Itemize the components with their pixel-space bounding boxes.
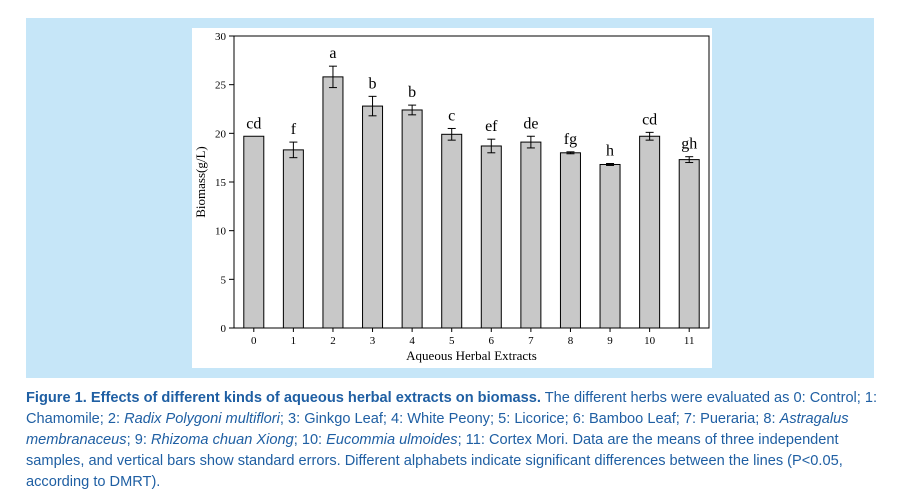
bar	[282, 149, 304, 329]
significance-letter: a	[329, 45, 336, 62]
bar	[480, 145, 502, 329]
significance-letter: b	[408, 84, 416, 101]
caption-species-name: Astragalus membranaceus	[26, 411, 849, 448]
y-tick-label: 25	[215, 80, 227, 92]
significance-letter: fg	[564, 131, 577, 148]
significance-letter: cd	[246, 115, 261, 132]
chart-area: 0 5 10 15 20 25 30 Biomass(g/L) 0 1 2 3 4 5 6 7 8 9 10 11 Aq…	[192, 28, 712, 368]
bar	[559, 152, 581, 329]
significance-letter: de	[523, 115, 538, 132]
caption-text: ; 11: Cortex Mori. Data are the means of…	[26, 432, 843, 490]
y-tick-label: 20	[215, 128, 227, 140]
y-axis-label: Biomass(g/L)	[193, 146, 208, 218]
caption-species-name: Rhizoma chuan Xiong	[150, 432, 294, 448]
x-tick-label: 0	[251, 335, 257, 347]
bar-chart: 0 5 10 15 20 25 30 Biomass(g/L) 0 1 2 3 4 5 6 7 8 9 10 11 Aq…	[193, 31, 710, 363]
y-tick-label: 0	[221, 323, 227, 335]
y-tick-label: 5	[221, 274, 227, 286]
x-tick-label: 10	[644, 335, 656, 347]
x-tick-label: 3	[370, 335, 376, 347]
caption-text: The different herbs were evaluated as 0:…	[26, 390, 878, 427]
x-tick-label: 7	[528, 335, 534, 347]
bar	[678, 159, 700, 329]
caption-text: ; 9:	[126, 432, 151, 448]
significance-letter: f	[291, 121, 297, 138]
x-axis-label: Aqueous Herbal Extracts	[406, 348, 537, 363]
caption-body: The different herbs were evaluated as 0:…	[26, 390, 877, 490]
caption-species-name: Radix Polygoni multiflori	[124, 411, 280, 427]
caption-title: Figure 1. Effects of different kinds of …	[26, 390, 541, 406]
caption-species-name: Eucommia ulmoides	[326, 432, 458, 448]
y-tick-label: 10	[215, 226, 227, 238]
bar	[243, 135, 265, 329]
x-tick-label: 8	[568, 335, 574, 347]
x-tick-label: 4	[409, 335, 415, 347]
bar	[441, 133, 463, 329]
caption-text: ; 3: Ginkgo Leaf; 4: White Peony; 5: Lic…	[279, 411, 780, 427]
significance-letter: b	[369, 75, 377, 92]
bar	[599, 163, 621, 329]
figure-caption: Figure 1. Effects of different kinds of …	[26, 388, 878, 493]
plot-frame	[233, 35, 710, 329]
significance-letter: ef	[485, 118, 498, 135]
x-tick-label: 2	[330, 335, 336, 347]
y-tick-label: 15	[215, 177, 227, 189]
x-tick-label: 5	[449, 335, 455, 347]
bar	[639, 135, 661, 329]
bar	[322, 76, 344, 329]
bar	[362, 105, 384, 329]
x-tick-label: 9	[607, 335, 613, 347]
x-tick-label: 11	[684, 335, 695, 347]
bar	[520, 141, 542, 329]
significance-letter: h	[606, 143, 614, 160]
significance-letter: cd	[642, 111, 657, 128]
bar	[401, 109, 423, 329]
x-tick-label: 6	[489, 335, 495, 347]
significance-letter: gh	[681, 136, 697, 153]
figure-panel: 0 5 10 15 20 25 30 Biomass(g/L) 0 1 2 3 4 5 6 7 8 9 10 11 Aq…	[26, 18, 874, 378]
significance-letter: c	[448, 107, 455, 124]
x-tick-label: 1	[291, 335, 297, 347]
caption-text: ; 10:	[293, 432, 327, 448]
y-tick-label: 30	[215, 31, 227, 43]
